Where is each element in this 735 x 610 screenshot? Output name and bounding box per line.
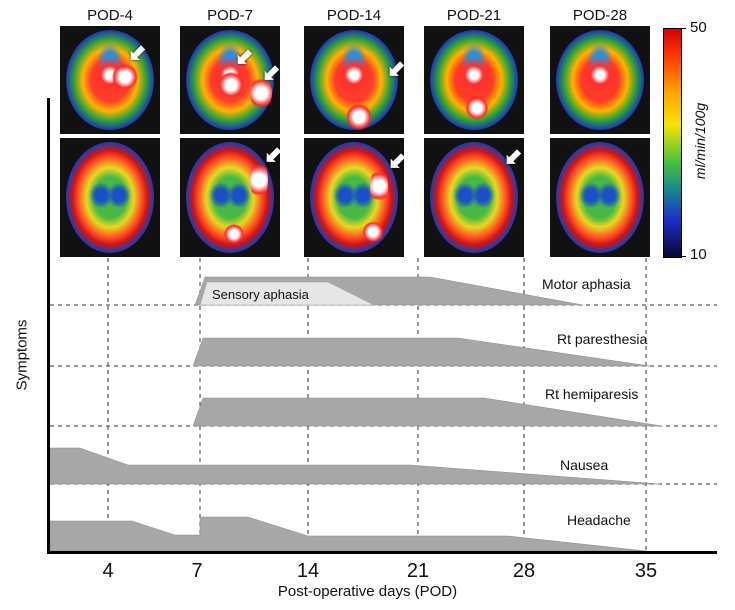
scan-pod28-upper xyxy=(550,26,650,134)
hyperperfusion-spot xyxy=(346,104,372,130)
scan-label-pod7: POD-7 xyxy=(207,7,253,24)
symptom-label-rt-hemiparesis: Rt hemiparesis xyxy=(545,386,639,402)
rt-hemiparesis-bar xyxy=(192,397,663,427)
y-axis-label: Symptoms xyxy=(13,319,31,391)
scan-label-pod28: POD-28 xyxy=(572,7,628,24)
scan-pod14-upper: ⬋ xyxy=(304,26,404,134)
scan-label-pod21: POD-21 xyxy=(446,7,502,24)
headache-bar xyxy=(49,516,647,552)
hyperperfusion-spot xyxy=(362,222,384,242)
colorbar-max-label: 50 xyxy=(690,19,707,36)
arrow-icon: ⬋ xyxy=(264,142,280,167)
arrow-icon: ⬋ xyxy=(262,60,280,85)
symptom-label-nausea: Nausea xyxy=(560,457,609,473)
scan-pod4-upper: ⬋ xyxy=(60,26,160,134)
symptom-label-rt-paresthesia: Rt paresthesia xyxy=(557,331,648,347)
hyperperfusion-spot xyxy=(466,96,488,120)
arrow-icon: ⬋ xyxy=(388,148,404,173)
x-tick-label: 14 xyxy=(296,560,320,582)
x-axis-line xyxy=(47,551,717,554)
scan-pod14-lower: ⬋ xyxy=(304,138,404,257)
y-axis-line xyxy=(47,98,50,553)
colorbar-tick xyxy=(681,28,686,29)
rt-paresthesia-bar xyxy=(192,337,651,367)
symptom-label-sensory-aphasia: Sensory aphasia xyxy=(212,287,309,302)
x-axis-label: Post-operative days (POD) xyxy=(277,583,458,600)
symptom-label-motor-aphasia: Motor aphasia xyxy=(542,276,631,292)
symptom-label-headache: Headache xyxy=(567,512,631,528)
x-tick-label: 7 xyxy=(191,560,203,582)
brain-axial-slice xyxy=(556,30,644,130)
scan-pod7-lower: ⬋ xyxy=(180,138,280,257)
hyperperfusion-spot xyxy=(250,76,272,110)
hyperperfusion-spot xyxy=(218,72,244,98)
colorbar-min-label: 10 xyxy=(690,246,707,263)
arrow-icon: ⬋ xyxy=(128,40,147,65)
brain-axial-slice xyxy=(66,30,154,130)
scan-pod4-lower xyxy=(60,138,160,257)
x-tick-label: 4 xyxy=(102,560,114,582)
arrow-icon: ⬋ xyxy=(387,56,404,81)
scan-label-pod4: POD-4 xyxy=(87,7,133,24)
brain-axial-slice xyxy=(556,142,644,253)
arrow-icon: ⬋ xyxy=(235,44,254,69)
x-tick-label: 35 xyxy=(634,560,658,582)
sensory-aphasia-bar xyxy=(199,281,375,306)
scan-pod7-upper: ⬋ ⬋ xyxy=(180,26,280,134)
scan-pod21-upper xyxy=(424,26,524,134)
hyperperfusion-spot xyxy=(370,168,388,204)
nausea-bar xyxy=(49,447,661,485)
arrow-icon: ⬋ xyxy=(504,144,523,169)
hyperperfusion-spot xyxy=(224,224,244,244)
scan-label-pod14: POD-14 xyxy=(326,7,382,24)
scan-pod21-lower: ⬋ xyxy=(424,138,524,257)
brain-axial-slice xyxy=(430,142,518,253)
brain-axial-slice xyxy=(66,142,154,253)
x-tick-label: 28 xyxy=(512,560,536,582)
colorbar-tick xyxy=(681,256,686,257)
hyperperfusion-spot xyxy=(250,160,268,200)
colorbar xyxy=(663,28,682,258)
scan-pod28-lower xyxy=(550,138,650,257)
x-tick-label: 21 xyxy=(406,560,430,582)
hyperperfusion-spot xyxy=(112,64,138,90)
